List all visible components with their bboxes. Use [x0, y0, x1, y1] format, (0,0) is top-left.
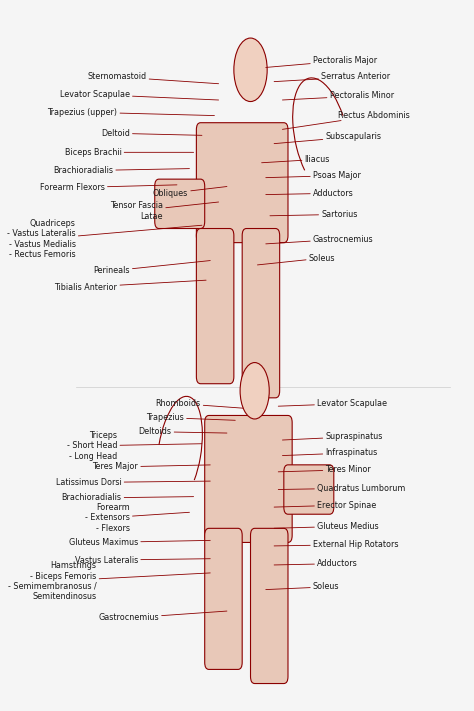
Text: Serratus Anterior: Serratus Anterior: [274, 73, 391, 82]
Text: Subscapularis: Subscapularis: [274, 132, 382, 144]
Text: Adductors: Adductors: [266, 188, 354, 198]
Text: Gluteus Maximus: Gluteus Maximus: [69, 538, 210, 547]
Text: Brachioradialis: Brachioradialis: [53, 166, 190, 175]
Text: Quadriceps
- Vastus Lateralis
- Vastus Medialis
- Rectus Femoris: Quadriceps - Vastus Lateralis - Vastus M…: [7, 219, 202, 260]
Text: Triceps
- Short Head
- Long Head: Triceps - Short Head - Long Head: [67, 431, 202, 461]
Text: Brachioradialis: Brachioradialis: [62, 493, 193, 503]
Text: Soleus: Soleus: [257, 254, 335, 265]
Text: Forearm Flexors: Forearm Flexors: [40, 183, 177, 192]
Ellipse shape: [240, 363, 269, 419]
Text: Gluteus Medius: Gluteus Medius: [274, 522, 379, 530]
Text: External Hip Rotators: External Hip Rotators: [274, 540, 399, 549]
Text: Supraspinatus: Supraspinatus: [283, 432, 383, 441]
FancyBboxPatch shape: [155, 179, 205, 228]
Text: Erector Spinae: Erector Spinae: [274, 501, 376, 510]
FancyBboxPatch shape: [242, 228, 280, 398]
Text: Teres Minor: Teres Minor: [278, 465, 371, 474]
Text: Rectus Abdominis: Rectus Abdominis: [283, 111, 410, 129]
FancyBboxPatch shape: [284, 465, 334, 514]
Text: Gastrocnemius: Gastrocnemius: [266, 235, 374, 244]
Text: Quadratus Lumborum: Quadratus Lumborum: [278, 483, 406, 493]
Text: Trapezius (upper): Trapezius (upper): [47, 107, 214, 117]
Text: Tensor Fascia
Latae: Tensor Fascia Latae: [110, 201, 219, 220]
Text: Infraspinatus: Infraspinatus: [283, 449, 378, 457]
Text: Pectoralis Minor: Pectoralis Minor: [283, 92, 394, 100]
Text: Latissimus Dorsi: Latissimus Dorsi: [55, 478, 210, 487]
FancyBboxPatch shape: [205, 415, 292, 542]
Text: Adductors: Adductors: [274, 559, 358, 568]
FancyBboxPatch shape: [196, 228, 234, 384]
Text: Trapezius: Trapezius: [146, 413, 235, 422]
Text: Sartorius: Sartorius: [270, 210, 358, 219]
Text: Forearm
- Extensors
- Flexors: Forearm - Extensors - Flexors: [85, 503, 190, 533]
Text: Deltoid: Deltoid: [101, 129, 202, 138]
Text: Hamstrings
- Biceps Femoris
- Semimembranosus /
Semitendinosus: Hamstrings - Biceps Femoris - Semimembra…: [8, 561, 210, 602]
Text: Perineals: Perineals: [93, 260, 210, 275]
Text: Obliques: Obliques: [153, 186, 227, 198]
Text: Iliacus: Iliacus: [262, 155, 330, 164]
Text: Sternomastoid: Sternomastoid: [87, 73, 219, 84]
Text: Biceps Brachii: Biceps Brachii: [64, 148, 193, 157]
Text: Gastrocnemius: Gastrocnemius: [98, 611, 227, 622]
Ellipse shape: [234, 38, 267, 102]
FancyBboxPatch shape: [251, 528, 288, 683]
Text: Vastus Lateralis: Vastus Lateralis: [75, 555, 210, 565]
Text: Soleus: Soleus: [266, 582, 339, 592]
Text: Tibialis Anterior: Tibialis Anterior: [55, 280, 206, 292]
Text: Teres Major: Teres Major: [92, 462, 210, 471]
Text: Psoas Major: Psoas Major: [266, 171, 361, 180]
FancyBboxPatch shape: [196, 123, 288, 242]
FancyBboxPatch shape: [205, 528, 242, 670]
Text: Pectoralis Major: Pectoralis Major: [266, 56, 377, 68]
Text: Deltoids: Deltoids: [138, 427, 227, 436]
Text: Levator Scapulae: Levator Scapulae: [278, 399, 387, 408]
Text: Rhomboids: Rhomboids: [155, 399, 244, 408]
Text: Levator Scapulae: Levator Scapulae: [60, 90, 219, 100]
